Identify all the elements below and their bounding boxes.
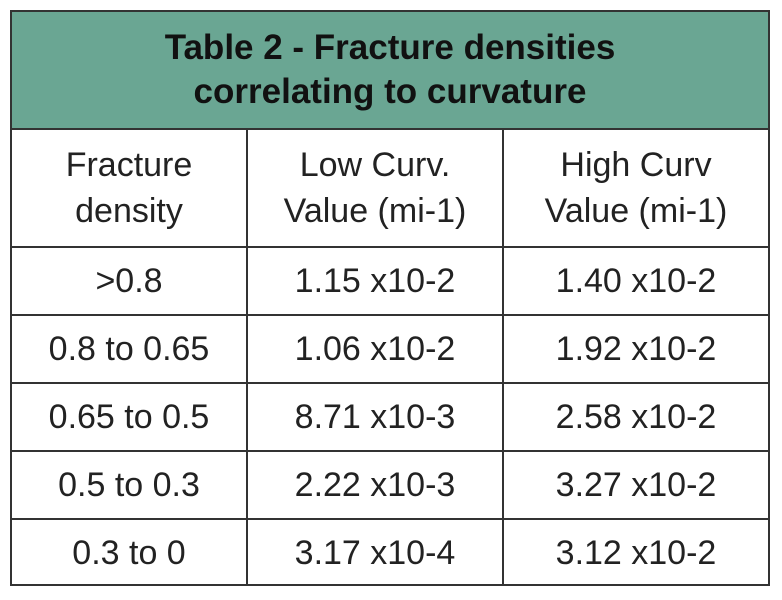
cell: 8.71 x10-3 bbox=[246, 382, 504, 452]
header-cell: Low Curv. Value (mi-1) bbox=[246, 130, 504, 248]
cell: 0.8 to 0.65 bbox=[12, 314, 248, 384]
header-line: density bbox=[75, 192, 183, 230]
cell: 1.15 x10-2 bbox=[246, 246, 504, 316]
cell: 3.17 x10-4 bbox=[246, 518, 504, 586]
cell: 2.58 x10-2 bbox=[502, 382, 768, 452]
table-frame: Table 2 - Fracture densities correlating… bbox=[10, 10, 770, 586]
title-line: correlating to curvature bbox=[193, 72, 587, 111]
table-title: Table 2 - Fracture densities correlating… bbox=[12, 12, 768, 130]
table: Fracture density Low Curv. Value (mi-1) High… bbox=[12, 130, 768, 586]
header-line: High Curv bbox=[560, 146, 712, 184]
header-cell: High Curv Value (mi-1) bbox=[502, 130, 768, 248]
header-line: Fracture bbox=[65, 146, 193, 184]
cell: 1.06 x10-2 bbox=[246, 314, 504, 384]
data-row: 0.3 to 0 3.17 x10-4 3.12 x10-2 bbox=[12, 518, 768, 586]
header-cell: Fracture density bbox=[12, 130, 248, 248]
cell: 0.65 to 0.5 bbox=[12, 382, 248, 452]
cell: >0.8 bbox=[12, 246, 248, 316]
cell: 3.12 x10-2 bbox=[502, 518, 768, 586]
title-line: Table 2 - Fracture densities bbox=[164, 28, 616, 67]
data-row: 0.5 to 0.3 2.22 x10-3 3.27 x10-2 bbox=[12, 450, 768, 520]
header-line: Low Curv. bbox=[299, 146, 451, 184]
cell: 2.22 x10-3 bbox=[246, 450, 504, 520]
cell: 1.40 x10-2 bbox=[502, 246, 768, 316]
data-row: >0.8 1.15 x10-2 1.40 x10-2 bbox=[12, 246, 768, 316]
data-row: 0.8 to 0.65 1.06 x10-2 1.92 x10-2 bbox=[12, 314, 768, 384]
cell: 0.3 to 0 bbox=[12, 518, 248, 586]
header-line: Value (mi-1) bbox=[283, 192, 467, 230]
data-row: 0.65 to 0.5 8.71 x10-3 2.58 x10-2 bbox=[12, 382, 768, 452]
cell: 1.92 x10-2 bbox=[502, 314, 768, 384]
header-line: Value (mi-1) bbox=[544, 192, 728, 230]
cell: 0.5 to 0.3 bbox=[12, 450, 248, 520]
header-row: Fracture density Low Curv. Value (mi-1) High… bbox=[12, 130, 768, 248]
cell: 3.27 x10-2 bbox=[502, 450, 768, 520]
